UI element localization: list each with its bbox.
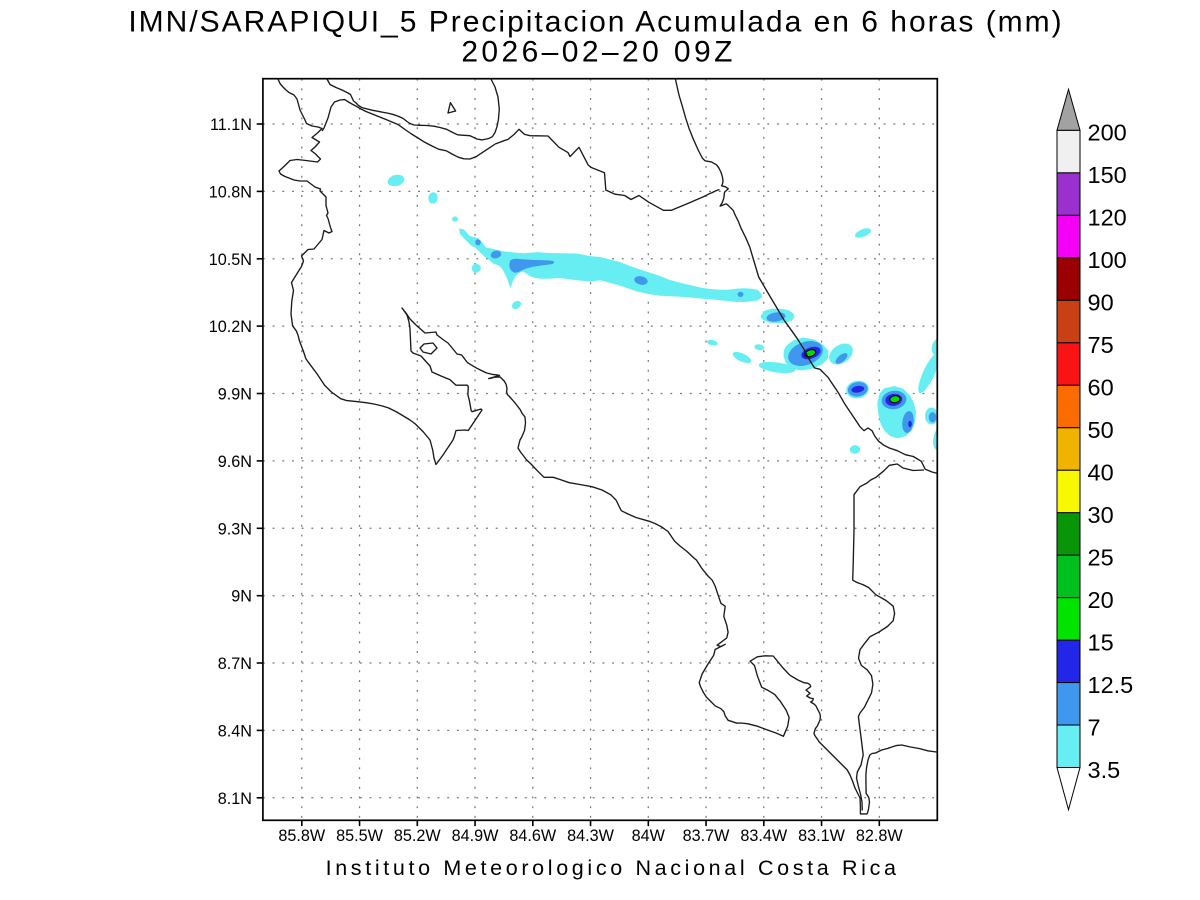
svg-text:85.2W: 85.2W [394,827,442,845]
svg-text:10.8N: 10.8N [209,183,252,201]
svg-text:8.1N: 8.1N [218,790,252,808]
svg-text:100: 100 [1088,247,1127,273]
svg-text:2026–02–20 09Z: 2026–02–20 09Z [461,36,735,69]
svg-text:83.4W: 83.4W [740,827,788,845]
svg-text:85.8W: 85.8W [278,827,326,845]
svg-text:15: 15 [1088,629,1114,655]
svg-text:200: 200 [1088,120,1127,146]
svg-text:9.6N: 9.6N [218,453,252,471]
svg-text:84.6W: 84.6W [509,827,557,845]
svg-text:8.7N: 8.7N [218,655,252,673]
svg-text:10.2N: 10.2N [209,318,252,336]
svg-text:83.1W: 83.1W [798,827,846,845]
svg-text:84.9W: 84.9W [452,827,500,845]
svg-text:75: 75 [1088,332,1114,358]
svg-text:84W: 84W [632,827,666,845]
svg-text:9N: 9N [231,588,252,606]
svg-text:120: 120 [1088,205,1127,231]
svg-text:25: 25 [1088,544,1114,570]
svg-text:60: 60 [1088,375,1114,401]
svg-text:82.8W: 82.8W [856,827,904,845]
svg-text:8.4N: 8.4N [218,722,252,740]
svg-text:12.5: 12.5 [1088,672,1134,698]
svg-text:150: 150 [1088,162,1127,188]
svg-text:IMN/SARAPIQUI_5 Precipitacion: IMN/SARAPIQUI_5 Precipitacion Acumulada … [128,6,1063,39]
svg-text:9.9N: 9.9N [218,386,252,404]
svg-text:30: 30 [1088,502,1114,528]
svg-text:90: 90 [1088,290,1114,316]
svg-text:85.5W: 85.5W [336,827,384,845]
svg-text:7: 7 [1088,714,1101,740]
svg-text:40: 40 [1088,459,1114,485]
svg-text:20: 20 [1088,587,1114,613]
svg-text:83.7W: 83.7W [683,827,731,845]
svg-text:3.5: 3.5 [1088,757,1121,783]
svg-text:9.3N: 9.3N [218,520,252,538]
svg-text:11.1N: 11.1N [210,116,252,134]
svg-text:50: 50 [1088,417,1114,443]
svg-text:84.3W: 84.3W [567,827,615,845]
svg-text:10.5N: 10.5N [209,251,252,269]
svg-text:Instituto Meteorologico Nacion: Instituto Meteorologico Nacional Costa R… [326,856,900,880]
